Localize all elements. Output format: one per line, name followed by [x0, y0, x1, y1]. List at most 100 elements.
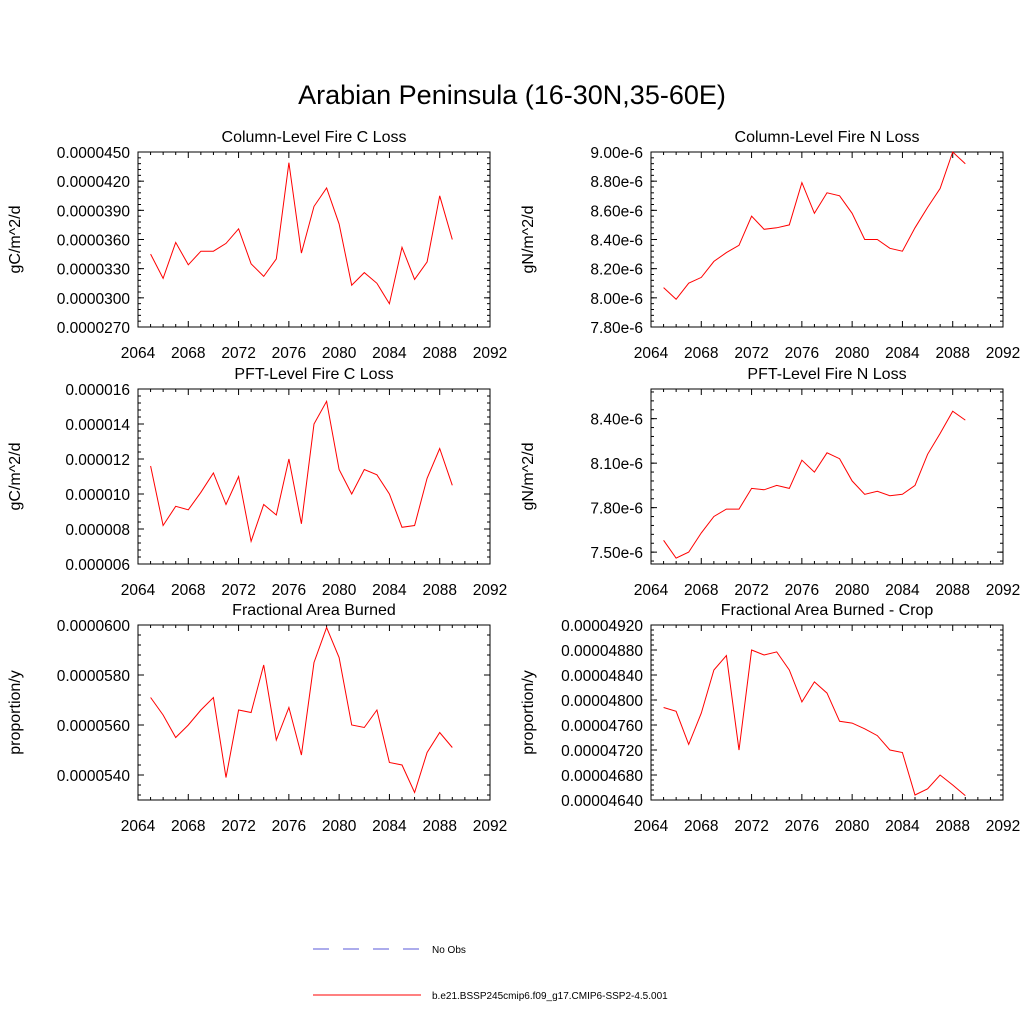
y-axis-label: gN/m^2/d [520, 443, 537, 511]
x-tick-label: 2072 [734, 582, 768, 599]
x-tick-label: 2092 [986, 582, 1020, 599]
x-tick-label: 2076 [785, 582, 819, 599]
x-tick-label: 2064 [121, 818, 156, 835]
x-tick-label: 2092 [473, 582, 507, 599]
x-tick-label: 2080 [835, 345, 870, 362]
x-tick-label: 2084 [885, 345, 920, 362]
y-tick-label: 0.0000560 [57, 718, 131, 735]
panel-1: 2064 2068 2072 2076 2080 2084 2088 2092 0.000027… [7, 129, 507, 362]
x-tick-label: 2080 [322, 345, 357, 362]
y-tick-label: 0.0000390 [57, 203, 131, 220]
panel-title: PFT-Level Fire N Loss [747, 366, 906, 383]
series-line [150, 626, 453, 794]
y-tick-label: 0.00004920 [561, 618, 643, 635]
x-tick-label: 2072 [221, 345, 255, 362]
x-tick-label: 2092 [986, 345, 1020, 362]
x-tick-label: 2064 [634, 582, 669, 599]
y-tick-label: 0.0000600 [57, 618, 131, 635]
x-tick-label: 2064 [634, 345, 669, 362]
x-tick-label: 2076 [272, 345, 306, 362]
x-tick-label: 2088 [935, 345, 969, 362]
panel-3: 2064 2068 2072 2076 2080 2084 2088 2092 0.000006… [7, 366, 507, 599]
y-tick-label: 7.80e-6 [590, 320, 643, 337]
x-tick-label: 2076 [272, 818, 306, 835]
panel-title: Column-Level Fire C Loss [222, 129, 407, 146]
x-tick-label: 2068 [171, 582, 205, 599]
panel-title: Fractional Area Burned [232, 602, 396, 619]
plot-frame [650, 624, 1004, 801]
x-tick-label: 2068 [684, 582, 718, 599]
plot-frame [650, 151, 1004, 328]
y-axis-label: proportion/y [7, 670, 24, 755]
x-tick-label: 2092 [473, 345, 507, 362]
y-tick-label: 0.0000450 [57, 145, 131, 162]
x-tick-label: 2084 [885, 582, 920, 599]
y-tick-label: 0.000008 [65, 522, 130, 539]
plot-frame [137, 151, 491, 328]
panel-title: Column-Level Fire N Loss [735, 129, 920, 146]
x-tick-label: 2068 [684, 818, 718, 835]
x-tick-label: 2068 [171, 345, 205, 362]
x-tick-label: 2080 [322, 582, 357, 599]
y-tick-label: 0.0000270 [57, 320, 131, 337]
x-tick-label: 2064 [121, 582, 156, 599]
y-tick-label: 0.000016 [65, 382, 130, 399]
x-tick-label: 2084 [372, 818, 407, 835]
y-tick-label: 8.00e-6 [590, 291, 643, 308]
y-tick-label: 0.00004680 [561, 768, 643, 785]
y-tick-label: 0.0000330 [57, 262, 131, 279]
panel-2: 2064 2068 2072 2076 2080 2084 2088 2092 7.80e-6 8… [520, 129, 1020, 362]
x-tick-label: 2084 [885, 818, 920, 835]
y-tick-label: 7.80e-6 [590, 501, 643, 518]
legend: No Obs b.e21.BSSP245cmip6.f09_g17.CMIP6-S… [313, 945, 668, 1002]
y-tick-label: 8.10e-6 [590, 456, 643, 473]
y-axis-label: gC/m^2/d [7, 443, 24, 511]
x-tick-label: 2072 [221, 582, 255, 599]
x-tick-label: 2080 [835, 582, 870, 599]
y-tick-label: 8.40e-6 [590, 412, 643, 429]
y-tick-label: 0.00004880 [561, 643, 643, 660]
x-tick-label: 2088 [935, 582, 969, 599]
x-tick-label: 2080 [835, 818, 870, 835]
x-tick-label: 2092 [986, 818, 1020, 835]
series-line [663, 410, 966, 559]
panel-title: Fractional Area Burned - Crop [721, 602, 934, 619]
y-tick-label: 0.00004840 [561, 668, 643, 685]
x-tick-label: 2072 [734, 818, 768, 835]
y-tick-label: 0.000014 [65, 417, 130, 434]
y-axis-label: proportion/y [520, 670, 537, 755]
y-tick-label: 0.00004760 [561, 718, 643, 735]
x-tick-label: 2076 [272, 582, 306, 599]
y-tick-label: 8.80e-6 [590, 174, 643, 191]
series-line [663, 649, 966, 796]
y-tick-label: 0.0000540 [57, 768, 131, 785]
x-tick-label: 2072 [221, 818, 255, 835]
y-tick-label: 0.000012 [65, 452, 130, 469]
y-tick-label: 8.20e-6 [590, 262, 643, 279]
figure-title: Arabian Peninsula (16-30N,35-60E) [298, 80, 726, 110]
panel-4: 2064 2068 2072 2076 2080 2084 2088 2092 7.50e-6 7… [520, 366, 1020, 599]
y-tick-label: 0.000006 [65, 557, 130, 574]
x-tick-label: 2088 [422, 582, 456, 599]
x-tick-label: 2068 [684, 345, 718, 362]
x-tick-label: 2064 [121, 345, 156, 362]
legend-no-obs-label: No Obs [432, 945, 466, 956]
x-tick-label: 2064 [634, 818, 669, 835]
x-tick-label: 2072 [734, 345, 768, 362]
x-tick-label: 2080 [322, 818, 357, 835]
y-tick-label: 7.50e-6 [590, 545, 643, 562]
y-tick-label: 0.0000580 [57, 668, 131, 685]
x-tick-label: 2076 [785, 818, 819, 835]
x-tick-label: 2068 [171, 818, 205, 835]
y-tick-label: 9.00e-6 [590, 145, 643, 162]
y-tick-label: 0.0000300 [57, 291, 131, 308]
panel-5: 2064 2068 2072 2076 2080 2084 2088 2092 0.000054… [7, 602, 507, 835]
x-tick-label: 2088 [422, 345, 456, 362]
plot-frame [137, 624, 491, 801]
y-tick-label: 0.00004640 [561, 793, 643, 810]
y-tick-label: 0.00004800 [561, 693, 643, 710]
x-tick-label: 2084 [372, 582, 407, 599]
y-axis-label: gC/m^2/d [7, 206, 24, 274]
panel-6: 2064 2068 2072 2076 2080 2084 2088 2092 0.000046… [520, 602, 1020, 835]
